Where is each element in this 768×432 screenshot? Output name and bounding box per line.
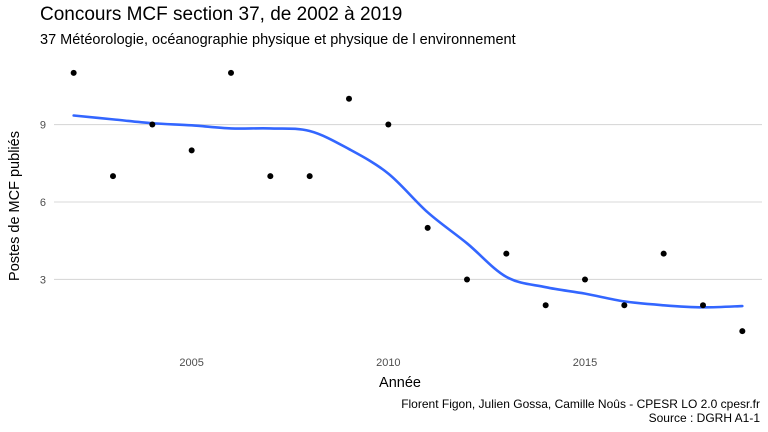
y-tick-label-6: 6 bbox=[40, 197, 46, 209]
data-point-2008 bbox=[307, 173, 313, 179]
data-point-2011 bbox=[425, 225, 431, 231]
y-tick-label-9: 9 bbox=[40, 120, 46, 132]
x-tick-label-2005: 2005 bbox=[179, 357, 203, 369]
data-point-2002 bbox=[71, 70, 77, 76]
x-tick-label-2010: 2010 bbox=[376, 357, 400, 369]
data-point-2012 bbox=[464, 276, 470, 282]
data-point-2005 bbox=[189, 147, 195, 153]
data-point-2017 bbox=[661, 251, 667, 257]
smooth-trend-line bbox=[74, 116, 743, 308]
grid-lines bbox=[54, 125, 762, 280]
data-point-2014 bbox=[543, 302, 549, 308]
data-point-2018 bbox=[700, 302, 706, 308]
y-axis-ticks: 3 6 9 bbox=[40, 120, 46, 287]
data-point-2010 bbox=[385, 122, 391, 128]
x-axis-ticks: 2005 2010 2015 bbox=[179, 357, 597, 369]
data-point-2016 bbox=[621, 302, 627, 308]
x-axis-title: Année bbox=[379, 375, 421, 391]
data-point-2015 bbox=[582, 276, 588, 282]
data-point-2013 bbox=[503, 251, 509, 257]
data-point-2003 bbox=[110, 173, 116, 179]
y-axis-title: Postes de MCF publiés bbox=[7, 131, 23, 281]
caption-authors: Florent Figon, Julien Gossa, Camille Noû… bbox=[401, 397, 760, 411]
data-point-2009 bbox=[346, 96, 352, 102]
data-point-2007 bbox=[267, 173, 273, 179]
smooth-curve-layer bbox=[74, 116, 743, 308]
x-tick-label-2015: 2015 bbox=[573, 357, 597, 369]
caption-source: Source : DGRH A1-1 bbox=[649, 411, 760, 425]
data-point-2019 bbox=[739, 328, 745, 334]
data-point-2006 bbox=[228, 70, 234, 76]
data-point-2004 bbox=[149, 122, 155, 128]
y-tick-label-3: 3 bbox=[40, 274, 46, 286]
